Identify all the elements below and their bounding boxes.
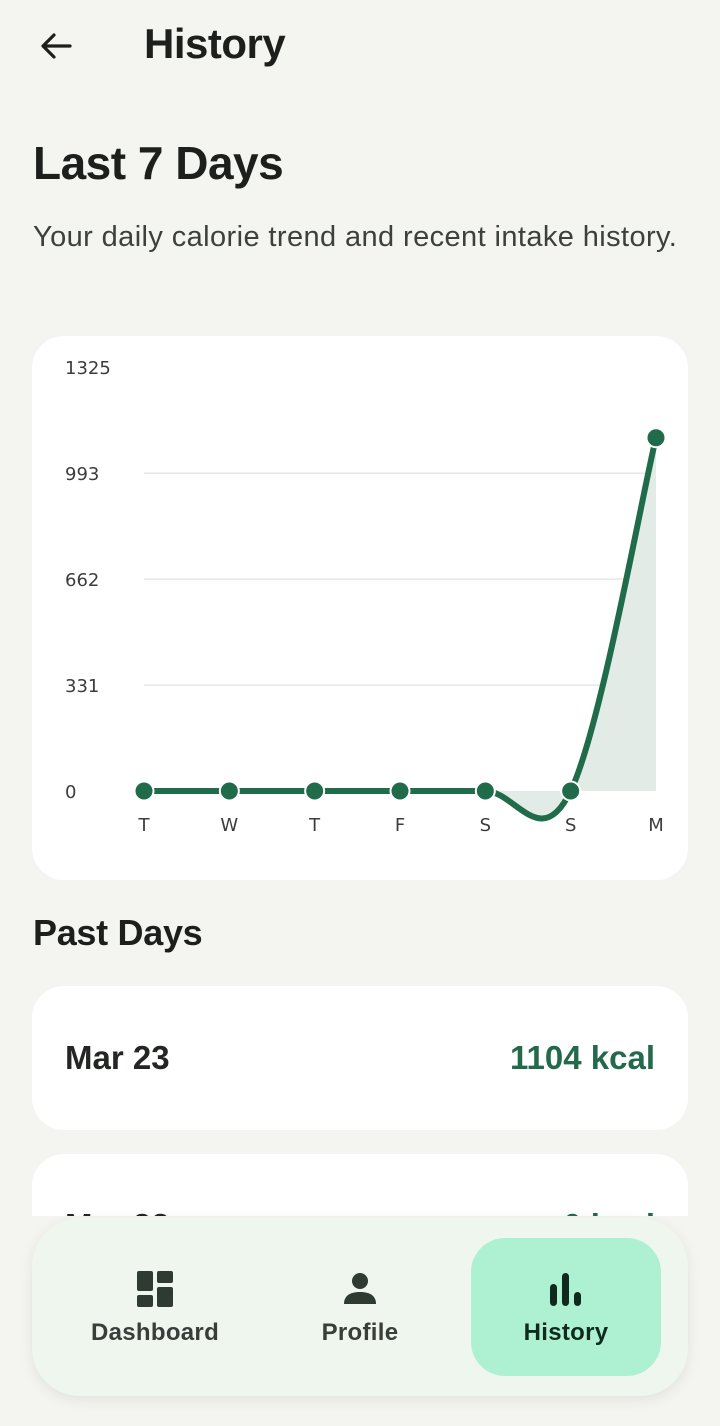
- section-subtitle: Your daily calorie trend and recent inta…: [33, 221, 678, 253]
- arrow-left-icon: [41, 33, 72, 59]
- calorie-trend-chart: 0 331 662 993 1325 T W T F S S M: [65, 358, 667, 836]
- data-point: [389, 780, 411, 802]
- calorie-chart-card: 0 331 662 993 1325 T W T F S S M: [32, 336, 688, 880]
- top-app-bar: History: [0, 0, 720, 92]
- day-kcal: 1104 kcal: [510, 1039, 655, 1076]
- nav-label: History: [523, 1319, 609, 1346]
- list-item[interactable]: Mar 22 0 kcal: [32, 1154, 688, 1216]
- x-tick-label: T: [308, 815, 321, 836]
- past-days-list[interactable]: Mar 23 1104 kcal Mar 22 0 kcal: [32, 986, 688, 1216]
- data-point: [304, 780, 326, 802]
- nav-history[interactable]: History: [471, 1238, 661, 1376]
- person-icon: [341, 1267, 379, 1311]
- dashboard-icon: [136, 1267, 174, 1311]
- page-title: History: [144, 20, 286, 67]
- y-tick-label: 993: [65, 464, 99, 485]
- data-point: [560, 780, 582, 802]
- x-tick-label: S: [480, 815, 491, 836]
- data-point: [133, 780, 155, 802]
- y-tick-label: 662: [65, 570, 99, 591]
- y-tick-label: 1325: [65, 358, 111, 379]
- section-title: Last 7 Days: [33, 137, 284, 189]
- series-line: [141, 434, 659, 822]
- y-tick-label: 0: [65, 782, 76, 803]
- x-tick-label: S: [565, 815, 576, 836]
- list-item[interactable]: Mar 23 1104 kcal: [32, 986, 688, 1130]
- data-point: [218, 780, 240, 802]
- nav-label: Dashboard: [90, 1319, 220, 1346]
- nav-dashboard[interactable]: Dashboard: [60, 1238, 250, 1376]
- nav-profile[interactable]: Profile: [265, 1238, 455, 1376]
- day-kcal: 0 kcal: [563, 1207, 655, 1216]
- day-date: Mar 22: [65, 1207, 170, 1216]
- back-button[interactable]: [30, 22, 82, 70]
- data-point: [645, 427, 667, 449]
- bar-chart-icon: [547, 1267, 585, 1311]
- data-point: [474, 780, 496, 802]
- x-tick-label: F: [395, 815, 405, 836]
- past-days-title: Past Days: [33, 912, 203, 953]
- series-area: [144, 437, 656, 819]
- bottom-navigation: Dashboard Profile History: [32, 1218, 688, 1396]
- nav-label: Profile: [321, 1319, 399, 1346]
- day-date: Mar 23: [65, 1039, 170, 1076]
- y-tick-label: 331: [65, 676, 99, 697]
- x-tick-label: M: [648, 815, 664, 836]
- x-tick-label: T: [138, 815, 151, 836]
- x-tick-label: W: [220, 815, 238, 836]
